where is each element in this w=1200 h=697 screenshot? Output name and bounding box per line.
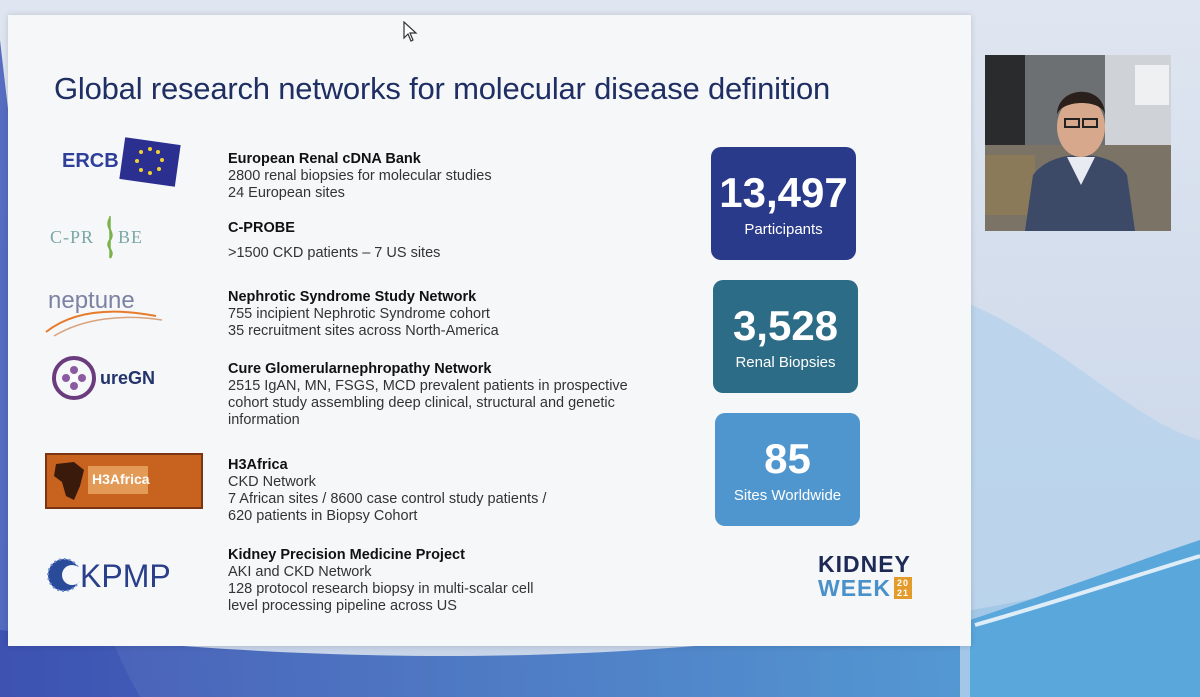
ercb-logo: ERCB <box>62 137 181 187</box>
network-name: C-PROBE <box>228 220 295 236</box>
presentation-slide: Global research networks for molecular d… <box>8 15 971 646</box>
flower-icon <box>62 366 86 390</box>
svg-text:ureGN: ureGN <box>100 368 155 388</box>
curegn-logo: ureGN <box>52 356 155 400</box>
network-detail: 620 patients in Biopsy Cohort <box>228 508 418 524</box>
eu-stars-icon <box>135 147 164 175</box>
svg-text:ERCB: ERCB <box>62 150 119 172</box>
network-detail: cohort study assembling deep clinical, s… <box>228 395 615 411</box>
svg-text:C-PR: C-PR <box>50 227 94 247</box>
svg-text:KPMP: KPMP <box>80 558 171 594</box>
h3africa-logo: H3Africa <box>45 453 203 509</box>
network-detail: 2515 IgAN, MN, FSGS, MCD prevalent patie… <box>228 378 628 394</box>
stat-label: Sites Worldwide <box>733 487 842 504</box>
kpmp-logo: KPMP <box>47 558 171 594</box>
network-detail: CKD Network <box>228 474 316 490</box>
network-detail: 755 incipient Nephrotic Syndrome cohort <box>228 306 490 322</box>
cprobe-logo: C-PR BE <box>50 216 143 259</box>
neptune-logo: neptune <box>45 287 163 337</box>
kidney-week-line2: WEEK <box>818 575 891 601</box>
network-name: Cure Glomerularnephropathy Network <box>228 361 492 377</box>
dotted-sphere-icon <box>47 558 82 592</box>
network-detail: 128 protocol research biopsy in multi-sc… <box>228 581 534 597</box>
stat-sites: 85 Sites Worldwide <box>715 413 860 526</box>
stat-value: 85 <box>764 435 811 482</box>
network-detail: information <box>228 412 300 428</box>
network-name: Kidney Precision Medicine Project <box>228 547 465 563</box>
stat-participants: 13,497 Participants <box>711 147 856 260</box>
stat-label: Renal Biopsies <box>735 354 836 371</box>
network-detail: AKI and CKD Network <box>228 564 372 580</box>
slide-title: Global research networks for molecular d… <box>54 71 831 106</box>
kidney-week-year: 20 21 <box>894 577 913 599</box>
network-detail: 7 African sites / 8600 case control stud… <box>228 491 547 507</box>
network-detail: 24 European sites <box>228 185 345 201</box>
stat-label: Participants <box>744 221 823 238</box>
svg-text:H3Africa: H3Africa <box>92 471 150 487</box>
year-bottom: 21 <box>897 588 910 598</box>
speaker-video-feed <box>985 55 1171 231</box>
network-name: European Renal cDNA Bank <box>228 151 421 167</box>
stat-value: 13,497 <box>719 169 848 216</box>
network-detail: 35 recruitment sites across North-Americ… <box>228 323 499 339</box>
mouse-cursor-icon <box>403 21 418 42</box>
stat-renal-biopsies: 3,528 Renal Biopsies <box>713 280 858 393</box>
network-detail: >1500 CKD patients – 7 US sites <box>228 245 441 261</box>
network-detail: level processing pipeline across US <box>228 598 457 614</box>
network-name: Nephrotic Syndrome Study Network <box>228 289 477 305</box>
network-name: H3Africa <box>228 457 288 473</box>
svg-text:neptune: neptune <box>48 287 135 314</box>
speaker-video <box>985 55 1171 231</box>
network-detail: 2800 renal biopsies for molecular studie… <box>228 168 492 184</box>
year-top: 20 <box>897 578 910 588</box>
kidney-week-line1: KIDNEY <box>818 551 911 577</box>
stat-value: 3,528 <box>732 302 839 349</box>
svg-text:BE: BE <box>118 227 143 247</box>
kidney-week-logo: KIDNEY WEEK 20 21 <box>818 552 928 600</box>
